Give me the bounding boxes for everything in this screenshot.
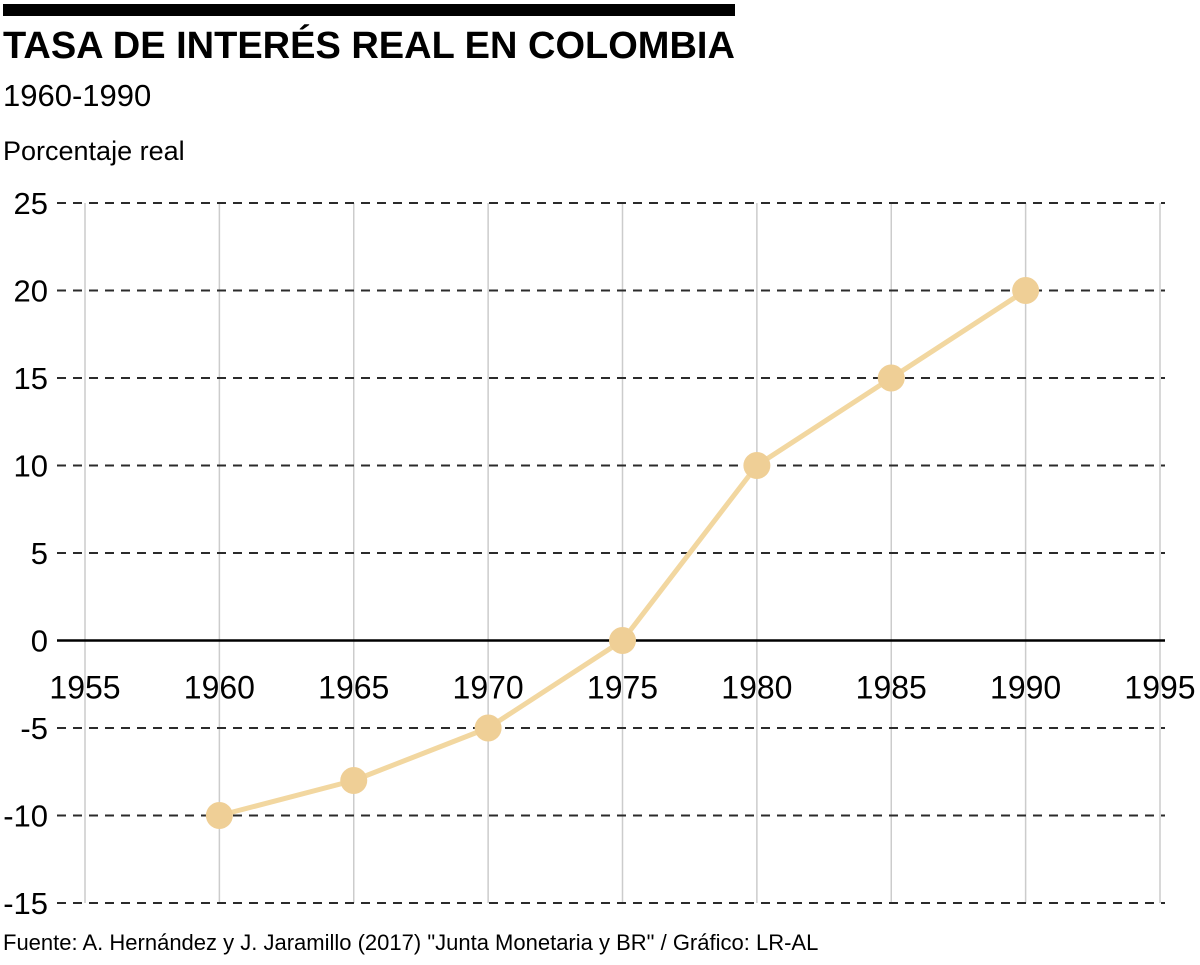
x-tick-label: 1965 [318,670,389,706]
y-tick-label: -10 [3,799,48,834]
source-note: Fuente: A. Hernández y J. Jaramillo (201… [3,930,819,955]
data-point [474,714,502,742]
y-tick-label: 25 [14,186,48,221]
y-tick-label: 20 [14,274,48,309]
title-accent-bar [3,4,735,16]
x-tick-label: 1985 [856,670,927,706]
y-tick-label: 15 [14,361,48,396]
data-point [340,767,368,794]
chart-title: TASA DE INTERÉS REAL EN COLOMBIA [3,25,735,67]
y-tick-label: 0 [31,624,48,659]
y-tick-label: 5 [31,536,48,571]
x-tick-label: 1995 [1124,670,1195,706]
data-point [877,364,905,392]
data-point [743,452,771,479]
x-tick-label: 1975 [587,670,658,706]
x-tick-label: 1960 [184,670,255,706]
y-tick-label: -5 [20,711,48,746]
data-point [205,802,233,829]
x-tick-label: 1990 [990,670,1061,706]
x-tick-label: 1955 [49,670,120,706]
data-point [1012,277,1040,304]
x-tick-label: 1980 [721,670,792,706]
chart-subtitle: 1960-1990 [3,78,152,113]
y-tick-label: -15 [3,886,48,921]
data-point [609,627,636,654]
x-tick-label: 1970 [453,670,524,706]
y-axis-label: Porcentaje real [3,136,185,166]
y-tick-label: 10 [14,449,48,484]
